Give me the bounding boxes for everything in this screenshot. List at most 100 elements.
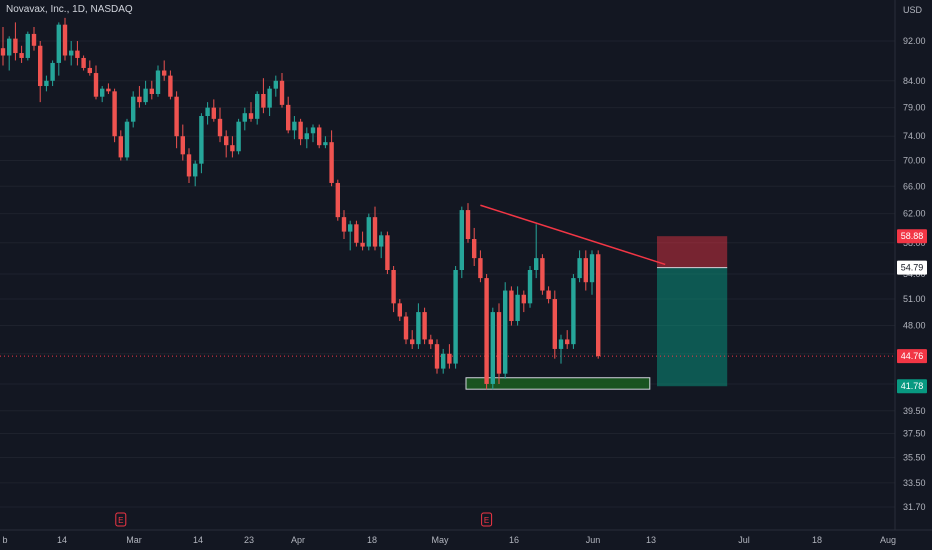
time-tick-label: May xyxy=(431,535,449,545)
candle-body xyxy=(465,210,471,240)
time-tick-label: 18 xyxy=(367,535,377,545)
candle-body xyxy=(558,339,564,349)
entry-price-tag xyxy=(897,260,927,275)
candle-body xyxy=(527,269,533,304)
candle-body xyxy=(211,107,216,119)
candles-layer xyxy=(0,17,601,390)
earnings-marker-label: E xyxy=(484,516,489,525)
candle-body xyxy=(143,88,148,103)
candle-body xyxy=(354,224,359,243)
candle-body xyxy=(180,136,185,155)
candle-body xyxy=(552,299,557,349)
candle-body xyxy=(217,118,223,137)
candle-body xyxy=(69,50,74,56)
candle-body xyxy=(596,254,601,357)
price-tick-label: 66.00 xyxy=(903,181,926,191)
candle-body xyxy=(56,24,61,63)
candle-body xyxy=(155,70,161,95)
candle-body xyxy=(397,303,402,317)
chart-grid xyxy=(0,40,895,508)
candle-body xyxy=(335,182,340,218)
candle-body xyxy=(323,142,328,146)
candle-body xyxy=(44,80,49,87)
target-price-tag-text: 41.78 xyxy=(901,381,924,391)
candle-body xyxy=(93,73,99,97)
candle-body xyxy=(124,121,130,158)
candle-body xyxy=(286,104,291,131)
price-tick-label: 48.00 xyxy=(903,321,926,331)
candle-body xyxy=(242,113,247,122)
last-price-tag-text: 44.76 xyxy=(901,351,924,361)
candle-body xyxy=(87,67,92,74)
candle-body xyxy=(193,163,198,177)
resistance-trendline xyxy=(480,204,666,266)
earnings-marker xyxy=(481,512,493,527)
candle-body xyxy=(7,38,12,56)
chart-overlays-front xyxy=(480,204,666,266)
stop-price-tag xyxy=(897,229,927,244)
support-zone xyxy=(465,377,651,390)
candle-body xyxy=(317,127,322,146)
candle-body xyxy=(403,316,409,340)
time-tick-label: Jun xyxy=(586,535,601,545)
candle-body xyxy=(416,312,421,345)
chart-title: Novavax, Inc., 1D, NASDAQ xyxy=(6,4,133,15)
chart-overlays-back xyxy=(0,236,895,390)
candle-body xyxy=(496,312,502,374)
candle-body xyxy=(447,353,452,364)
candle-body xyxy=(348,224,353,232)
candle-body xyxy=(329,142,334,183)
candle-body xyxy=(484,278,489,384)
candle-body xyxy=(583,258,588,283)
candle-body xyxy=(503,290,508,374)
time-tick-label: 18 xyxy=(812,535,822,545)
price-tags: 58.88 54.79 44.76 41.78 xyxy=(897,229,927,394)
price-tick-label: 35.50 xyxy=(903,452,926,462)
candle-body xyxy=(459,210,464,270)
candle-body xyxy=(304,133,309,140)
candle-body xyxy=(149,88,154,95)
candle-body xyxy=(428,339,433,345)
last-price-tag xyxy=(897,349,927,364)
candle-body xyxy=(137,96,142,103)
price-tick-label: 31.70 xyxy=(903,502,926,512)
entry-price-tag-text: 54.79 xyxy=(901,263,924,273)
candle-body xyxy=(589,254,595,283)
candle-body xyxy=(310,127,316,134)
candle-body xyxy=(490,312,495,384)
candle-body xyxy=(279,80,285,105)
candle-body xyxy=(521,294,526,304)
candle-body xyxy=(372,217,378,247)
candle-body xyxy=(31,33,37,46)
candle-body xyxy=(571,278,576,345)
price-tick-label: 62.00 xyxy=(903,209,926,219)
candle-body xyxy=(0,48,6,56)
candle-body xyxy=(379,235,384,247)
candle-body xyxy=(81,57,86,68)
candle-body xyxy=(230,145,235,152)
stop-loss-zone xyxy=(657,236,728,268)
candle-body xyxy=(478,258,483,279)
candle-body xyxy=(267,88,272,108)
time-tick-label: Apr xyxy=(291,535,305,545)
candle-body xyxy=(236,121,241,152)
candle-body xyxy=(453,269,458,364)
price-tick-label: 79.00 xyxy=(903,103,926,113)
price-tick-label: 70.00 xyxy=(903,156,926,166)
time-tick-label: 14 xyxy=(193,535,203,545)
candle-body xyxy=(106,88,111,92)
price-tick-label: 39.50 xyxy=(903,406,926,416)
earnings-marker-label: E xyxy=(118,516,123,525)
candle-body xyxy=(546,290,551,300)
earnings-marker xyxy=(115,512,127,527)
candle-body xyxy=(75,50,80,58)
candle-body xyxy=(298,121,303,140)
candle-body xyxy=(248,113,254,119)
candle-body xyxy=(273,80,278,89)
candle-body xyxy=(422,312,427,340)
price-tick-label: 33.50 xyxy=(903,478,926,488)
candle-body xyxy=(186,154,192,177)
candle-body xyxy=(391,269,396,304)
candle-body xyxy=(341,217,347,232)
